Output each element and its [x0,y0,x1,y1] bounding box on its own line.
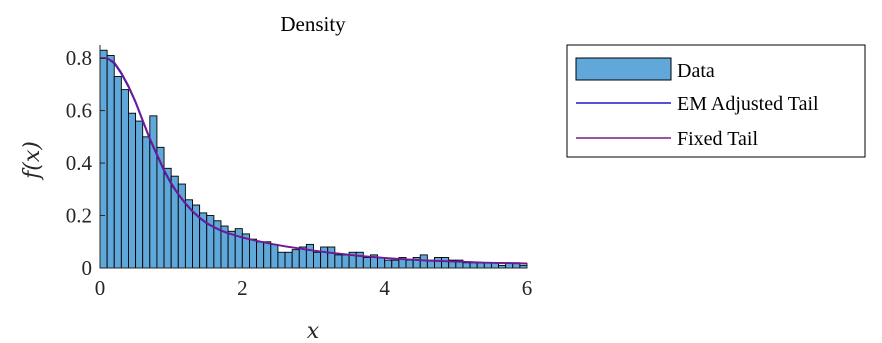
histogram-bar [434,257,443,269]
legend-label-fixed-tail: Fixed Tail [677,128,758,150]
histogram-bar [263,241,272,269]
plot-area: 0 2 4 6 0 0.2 0.4 0.6 0.8 [66,45,533,300]
histogram-bar [142,136,151,269]
histogram-bar [277,251,286,269]
histogram-bar [305,243,314,269]
histogram-bar [327,246,336,269]
histogram-bar [270,243,279,269]
x-tick-label: 0 [95,276,106,300]
histogram-bar [320,246,329,269]
histogram-bar [419,254,428,269]
histogram-bar [284,251,293,269]
histogram-bar [362,257,371,269]
histogram-bar [128,112,137,269]
x-tick-label: 6 [522,276,533,300]
histogram-bar [120,89,129,269]
histogram-bar [234,228,243,269]
histogram-bar [248,238,258,269]
fixed-tail-line [100,57,528,265]
histogram-bar [113,76,122,269]
x-tick-label: 2 [237,276,248,300]
histogram-bars [99,49,528,269]
histogram-bar [441,257,450,269]
histogram-bar [405,259,414,269]
histogram-bar [469,262,478,269]
histogram-bar [106,55,115,269]
density-lines [100,57,528,265]
histogram-bar [462,262,471,269]
x-axis-label: x [307,319,320,343]
histogram-bar [384,259,393,269]
histogram-bar [355,251,364,269]
legend-label-data: Data [677,60,715,82]
histogram-bar [291,249,300,269]
y-tick-label: 0.8 [66,46,92,70]
y-tick-label: 0 [82,256,93,280]
histogram-bar [377,257,386,269]
x-tick-label: 4 [379,276,390,300]
y-tick-label: 0.6 [66,99,92,123]
y-tick-label: 0.2 [66,204,92,228]
histogram-bar [227,230,236,269]
histogram-bar [99,49,108,269]
histogram-bar [476,262,485,269]
tick-labels: 0 2 4 6 0 0.2 0.4 0.6 0.8 [66,46,533,300]
histogram-bar [135,120,144,269]
chart-title: Density [280,12,346,36]
histogram-bar [334,254,343,269]
legend-swatch-data [575,57,672,81]
histogram-bar [256,241,265,269]
y-tick-label: 0.4 [66,151,93,175]
histogram-bar [391,259,400,269]
legend: Data EM Adjusted Tail Fixed Tail [566,44,866,158]
y-axis-label: f(x) [20,141,45,181]
axes [99,45,528,269]
histogram-bar [313,251,322,269]
histogram-bar [341,254,350,269]
legend-label-em-adjusted-tail: EM Adjusted Tail [677,93,819,115]
